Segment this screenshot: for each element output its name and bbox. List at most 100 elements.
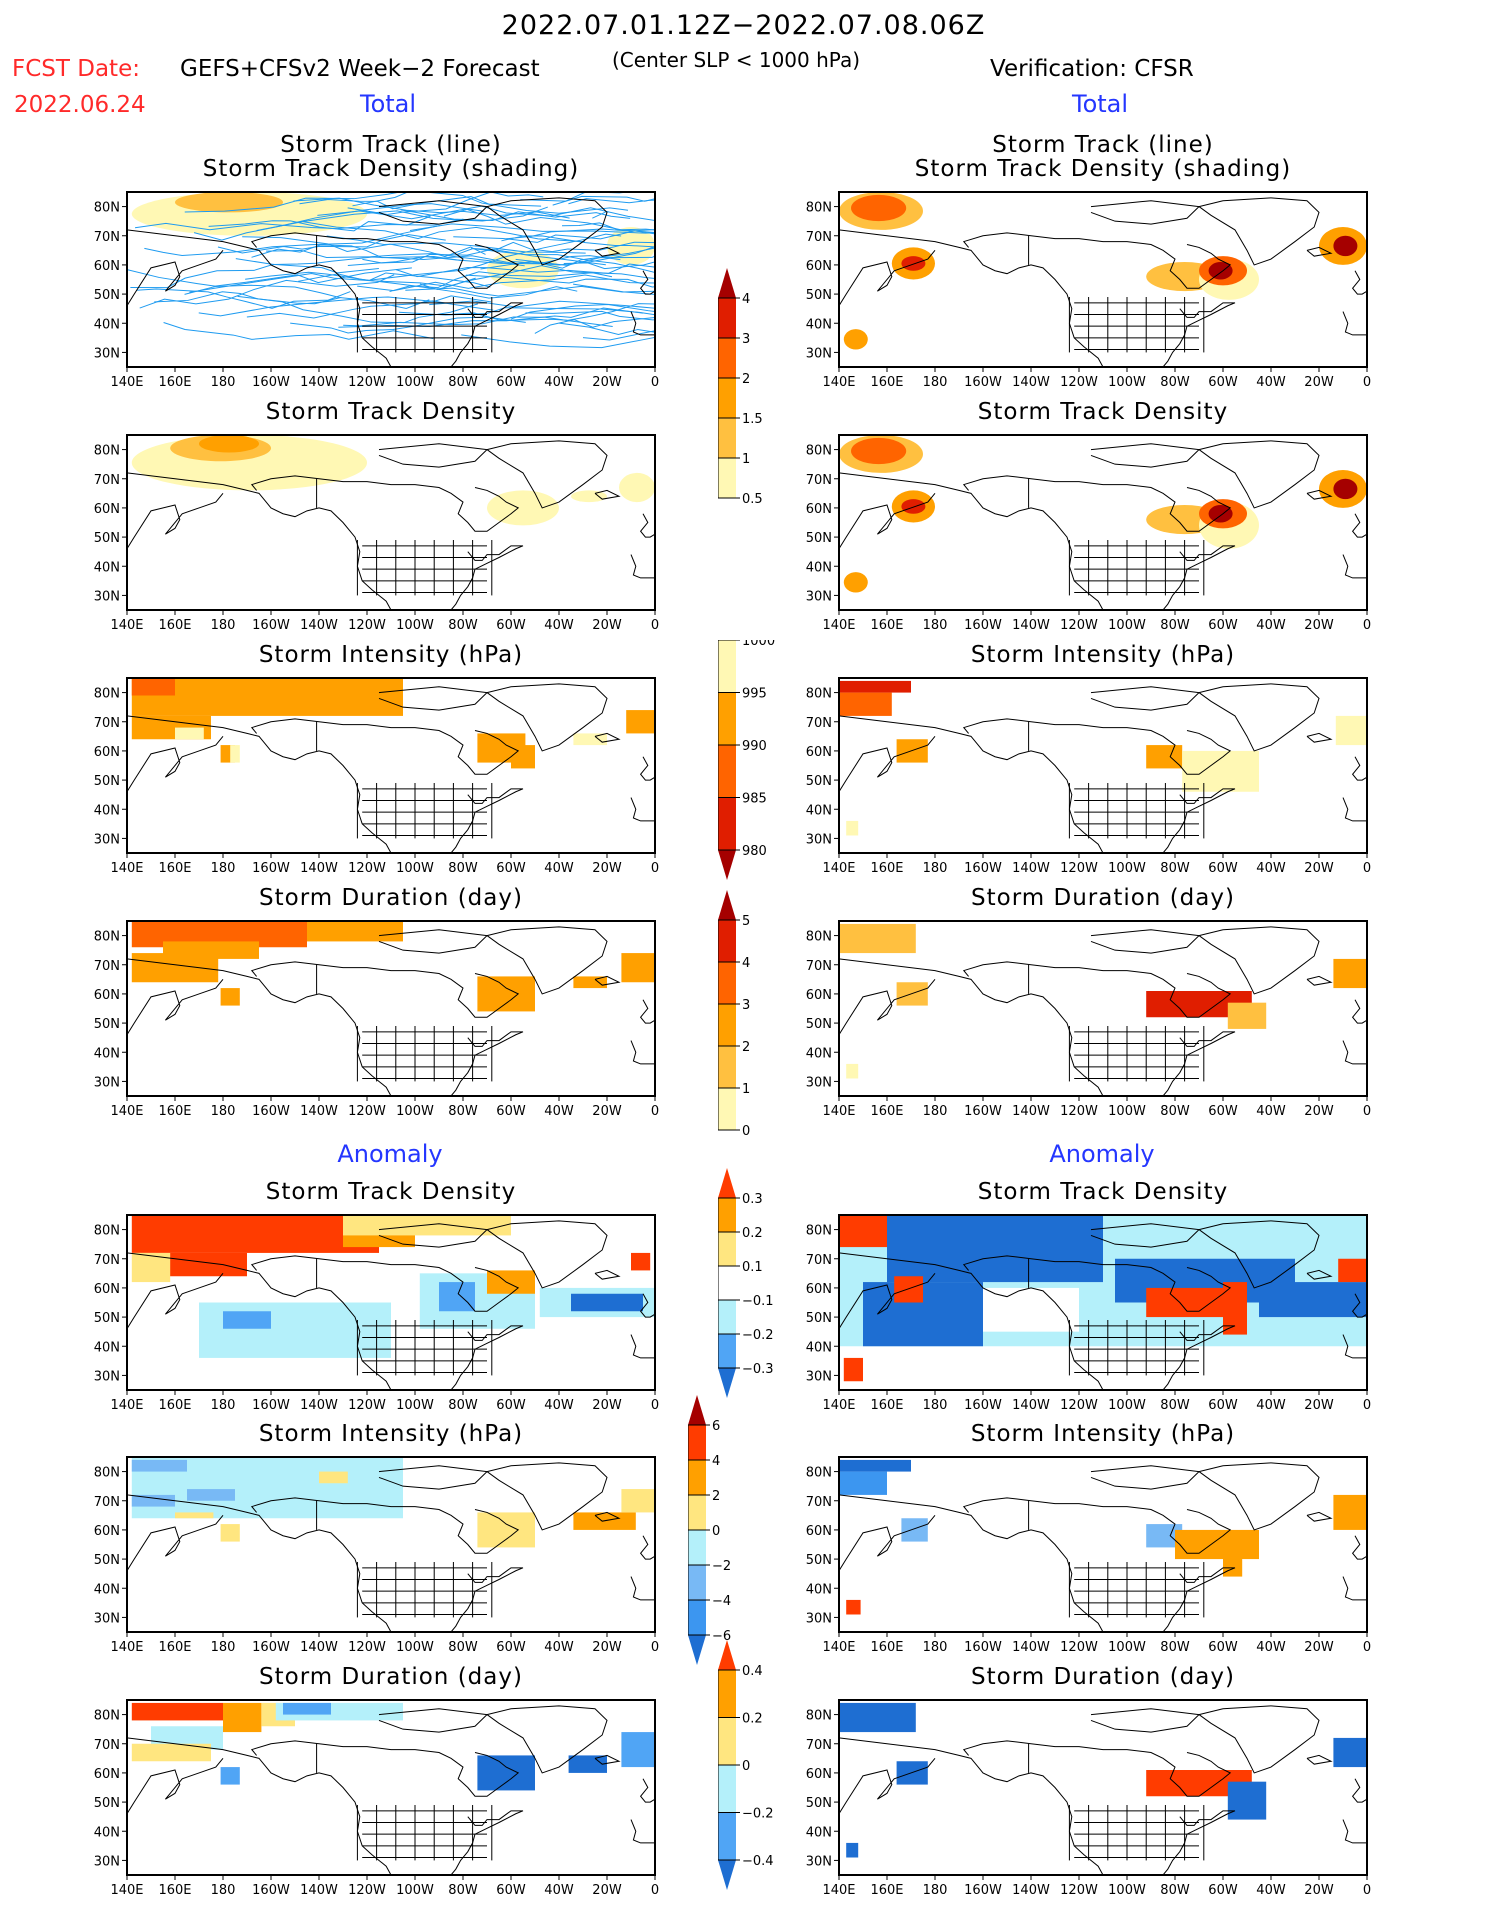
lat-tick-label: 30N <box>94 832 120 847</box>
lon-tick-label: 120W <box>1060 1883 1098 1898</box>
left-total-label: Total <box>360 90 417 118</box>
coastline <box>378 200 489 225</box>
coastline <box>594 732 621 743</box>
colorbar-segment <box>718 920 736 962</box>
storm-track-line <box>453 230 655 243</box>
storm-track-line <box>139 274 395 309</box>
lon-tick-label: 0 <box>1363 1640 1371 1655</box>
coastline <box>630 797 655 822</box>
lon-tick-label: 20W <box>1304 1398 1334 1413</box>
grid-cell <box>1182 750 1259 792</box>
colorbar-segment <box>718 1004 736 1046</box>
map-frame <box>838 191 1368 368</box>
lon-tick-label: 80W <box>448 1398 478 1413</box>
lon-tick-label: 0 <box>1363 861 1371 876</box>
grid-cell <box>839 1471 887 1495</box>
lon-tick-label: 40W <box>1256 1883 1286 1898</box>
lon-tick-label: 160E <box>158 861 191 876</box>
lat-tick-label: 60N <box>806 502 832 517</box>
coastline <box>1197 683 1320 752</box>
lat-tick-label: 50N <box>94 1311 120 1326</box>
lon-tick-label: 120W <box>348 1883 386 1898</box>
lon-tick-label: 160W <box>252 375 290 390</box>
coastline <box>127 958 392 1096</box>
grid-cell <box>839 680 911 693</box>
lat-tick-label: 60N <box>94 745 120 760</box>
colorbar-label: −0.3 <box>742 1362 774 1377</box>
grid-cell <box>1227 1002 1267 1029</box>
lon-tick-label: 100W <box>396 1104 434 1119</box>
condition-note: (Center SLP < 1000 hPa) <box>612 48 860 72</box>
lon-tick-label: 140W <box>1012 1104 1050 1119</box>
lat-tick-label: 60N <box>806 259 832 274</box>
lon-tick-label: 140E <box>822 1640 855 1655</box>
coastline <box>594 489 621 500</box>
colorbar-label: 0 <box>742 1124 750 1139</box>
storm-track-line <box>184 192 403 213</box>
colorbar-segment <box>718 692 736 745</box>
coastline <box>630 1334 655 1359</box>
coastline <box>127 1515 224 1572</box>
coastline <box>450 1567 524 1632</box>
map-obs-intensity: 140E 160E 180 160W 140W 120W 100W 80W 60W 40W 20W 0… <box>806 677 1371 876</box>
lat-tick-label: 50N <box>94 1017 120 1032</box>
storm-track-line <box>299 196 542 210</box>
lon-tick-label: 140W <box>300 861 338 876</box>
lon-tick-label: 40W <box>544 1398 574 1413</box>
lon-tick-label: 0 <box>651 375 659 390</box>
panel-title: Storm Intensity (hPa) <box>258 642 524 668</box>
colorbar-label: 3 <box>742 332 750 347</box>
storm-track-line <box>510 303 655 320</box>
panel-title: Storm Track (line) <box>280 132 502 158</box>
coastline <box>1342 1819 1367 1844</box>
lon-tick-label: 140W <box>300 1640 338 1655</box>
colorbar-anom-density: 0.3 0.2 0.1 −0.1 −0.2 −0.3 <box>718 1168 774 1398</box>
colorbar-arrow <box>718 1860 736 1890</box>
lat-tick-label: 30N <box>806 1075 832 1090</box>
lon-tick-label: 80W <box>448 1883 478 1898</box>
lat-tick-label: 70N <box>94 716 120 731</box>
density-shade <box>901 256 926 271</box>
lon-tick-label: 120W <box>348 375 386 390</box>
coastline <box>1197 926 1320 995</box>
colorbar-label: 0.5 <box>742 492 763 507</box>
grid-cell <box>573 733 607 746</box>
lon-tick-label: 160E <box>158 375 191 390</box>
grid-cell <box>220 1524 240 1542</box>
coastline <box>962 1740 1232 1797</box>
lon-tick-label: 80W <box>448 375 478 390</box>
colorbar-label: 6 <box>712 1419 720 1434</box>
grid-cell <box>477 1755 535 1791</box>
panel-title: Storm Intensity (hPa) <box>258 1421 524 1447</box>
coastline <box>450 788 524 853</box>
panel-title: Storm Track Density <box>265 399 517 425</box>
lon-tick-label: 180 <box>211 1640 236 1655</box>
colorbar-label: 0.4 <box>742 1664 763 1679</box>
lat-tick-label: 80N <box>94 930 120 945</box>
lon-tick-label: 140E <box>822 1398 855 1413</box>
coastline <box>594 1269 621 1280</box>
lat-tick-label: 70N <box>94 230 120 245</box>
map-obs-duration: 140E 160E 180 160W 140W 120W 100W 80W 60W 40W 20W 0… <box>806 920 1371 1119</box>
coastline <box>378 443 489 468</box>
coastline <box>250 1255 520 1312</box>
storm-track-line <box>352 192 629 214</box>
coastline <box>250 961 520 1018</box>
lon-tick-label: 60W <box>496 861 526 876</box>
storm-track-line <box>429 300 655 309</box>
coastline <box>1351 1778 1367 1803</box>
coastline <box>639 513 655 538</box>
lon-tick-label: 100W <box>1108 1398 1146 1413</box>
lat-tick-label: 50N <box>94 774 120 789</box>
colorbar-label: 2 <box>712 1489 720 1504</box>
storm-track-line <box>266 249 525 267</box>
colorbar-segment <box>718 378 736 418</box>
lat-tick-label: 70N <box>806 1495 832 1510</box>
storm-track-line <box>568 198 655 205</box>
lat-tick-label: 80N <box>94 201 120 216</box>
map-frame <box>126 1699 656 1876</box>
colorbar-arrow <box>688 1635 706 1665</box>
right-anomaly-label: Anomaly <box>1049 1140 1155 1168</box>
lon-tick-label: 140E <box>110 375 143 390</box>
coastline <box>639 270 655 295</box>
